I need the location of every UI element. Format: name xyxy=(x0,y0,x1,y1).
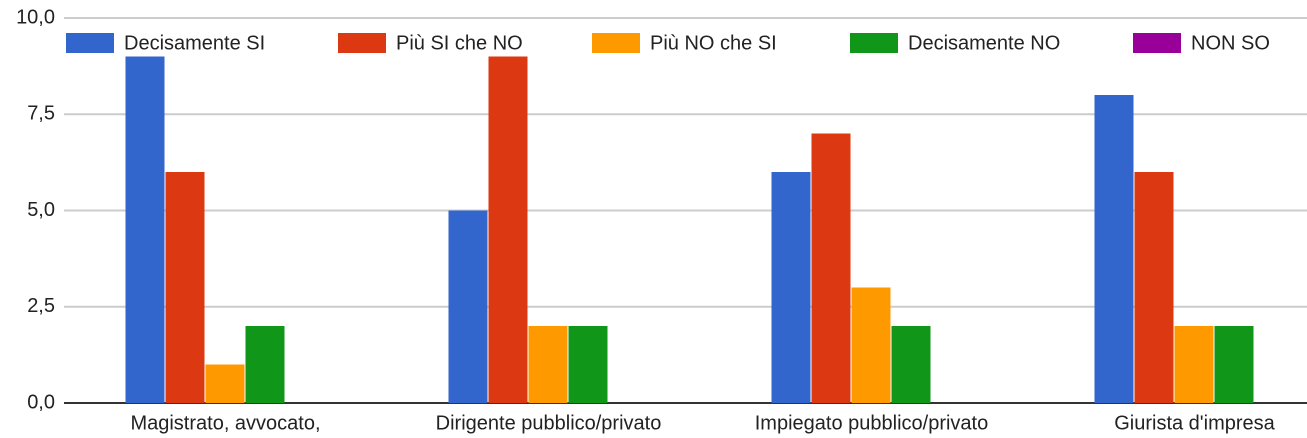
bar xyxy=(528,326,568,403)
bar xyxy=(448,210,488,403)
legend-label: Più NO che SI xyxy=(650,32,777,54)
legend-swatch xyxy=(592,33,640,53)
bar xyxy=(1214,326,1254,403)
bar xyxy=(165,172,205,403)
y-tick-label: 7,5 xyxy=(27,103,55,125)
y-tick-label: 0,0 xyxy=(27,391,55,413)
x-tick-label: Impiegato pubblico/privato xyxy=(755,412,988,434)
y-tick-label: 2,5 xyxy=(27,295,55,317)
bar xyxy=(1174,326,1214,403)
bar xyxy=(851,287,891,403)
y-tick-label: 5,0 xyxy=(27,199,55,221)
bar xyxy=(1094,95,1134,403)
bar xyxy=(205,364,245,403)
legend-label: Decisamente SI xyxy=(124,32,265,54)
y-tick-label: 10,0 xyxy=(16,6,55,28)
x-tick-label: Giurista d'impresa xyxy=(1114,412,1275,434)
bar xyxy=(125,56,165,403)
x-tick-label: Dirigente pubblico/privato xyxy=(436,412,662,434)
x-tick-label: Magistrato, avvocato, xyxy=(130,412,320,434)
legend-label: NON SO xyxy=(1191,32,1270,54)
bar xyxy=(811,133,851,403)
bar xyxy=(1134,172,1174,403)
legend-swatch xyxy=(66,33,114,53)
legend-label: Più SI che NO xyxy=(396,32,523,54)
bar xyxy=(891,326,931,403)
legend-label: Decisamente NO xyxy=(908,32,1060,54)
legend-swatch xyxy=(1133,33,1181,53)
bar xyxy=(771,172,811,403)
legend-swatch xyxy=(338,33,386,53)
bar xyxy=(488,56,528,403)
bar xyxy=(568,326,608,403)
legend-swatch xyxy=(850,33,898,53)
bar xyxy=(245,326,285,403)
